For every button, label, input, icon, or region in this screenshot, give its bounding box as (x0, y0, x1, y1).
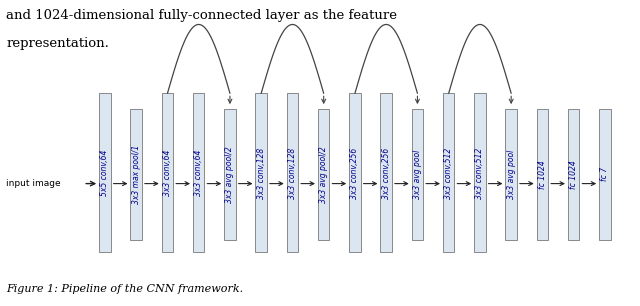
Text: 3x3 max pool/1: 3x3 max pool/1 (132, 145, 141, 204)
Text: 3x3 conv,512: 3x3 conv,512 (476, 147, 484, 199)
Bar (318, 109, 330, 240)
Text: 3x3 conv,128: 3x3 conv,128 (257, 147, 266, 199)
Bar (162, 93, 173, 252)
Bar (287, 93, 298, 252)
Text: 3x3 conv,128: 3x3 conv,128 (288, 147, 297, 199)
Text: representation.: representation. (6, 37, 109, 50)
Text: fc 1024: fc 1024 (569, 160, 578, 189)
Bar (193, 93, 204, 252)
Text: 3x3 conv,256: 3x3 conv,256 (351, 147, 360, 199)
Text: 5x5 conv,64: 5x5 conv,64 (100, 150, 109, 196)
Text: 3x3 avg pool: 3x3 avg pool (413, 150, 422, 199)
Bar (349, 93, 361, 252)
Text: 3x3 avg pool: 3x3 avg pool (507, 150, 516, 199)
Text: input image: input image (6, 179, 61, 188)
Text: 3x3 conv,64: 3x3 conv,64 (163, 150, 172, 196)
Text: and 1024-dimensional fully-connected layer as the feature: and 1024-dimensional fully-connected lay… (6, 9, 397, 22)
Bar (474, 93, 486, 252)
Bar (255, 93, 267, 252)
Text: 3x3 conv,512: 3x3 conv,512 (444, 147, 453, 199)
Text: fc 7: fc 7 (600, 167, 609, 181)
Text: 3x3 avg pool/2: 3x3 avg pool/2 (319, 146, 328, 203)
Bar (568, 109, 579, 240)
Bar (131, 109, 142, 240)
Bar (380, 93, 392, 252)
Text: 3x3 avg pool/2: 3x3 avg pool/2 (225, 146, 234, 203)
Text: 3x3 conv,256: 3x3 conv,256 (381, 147, 390, 199)
Bar (224, 109, 236, 240)
Bar (599, 109, 611, 240)
Bar (443, 93, 454, 252)
Bar (99, 93, 111, 252)
Bar (537, 109, 548, 240)
Text: fc 1024: fc 1024 (538, 160, 547, 189)
Text: 3x3 conv,64: 3x3 conv,64 (194, 150, 204, 196)
Text: Figure 1: Pipeline of the CNN framework.: Figure 1: Pipeline of the CNN framework. (6, 284, 244, 294)
Bar (412, 109, 423, 240)
Bar (506, 109, 517, 240)
